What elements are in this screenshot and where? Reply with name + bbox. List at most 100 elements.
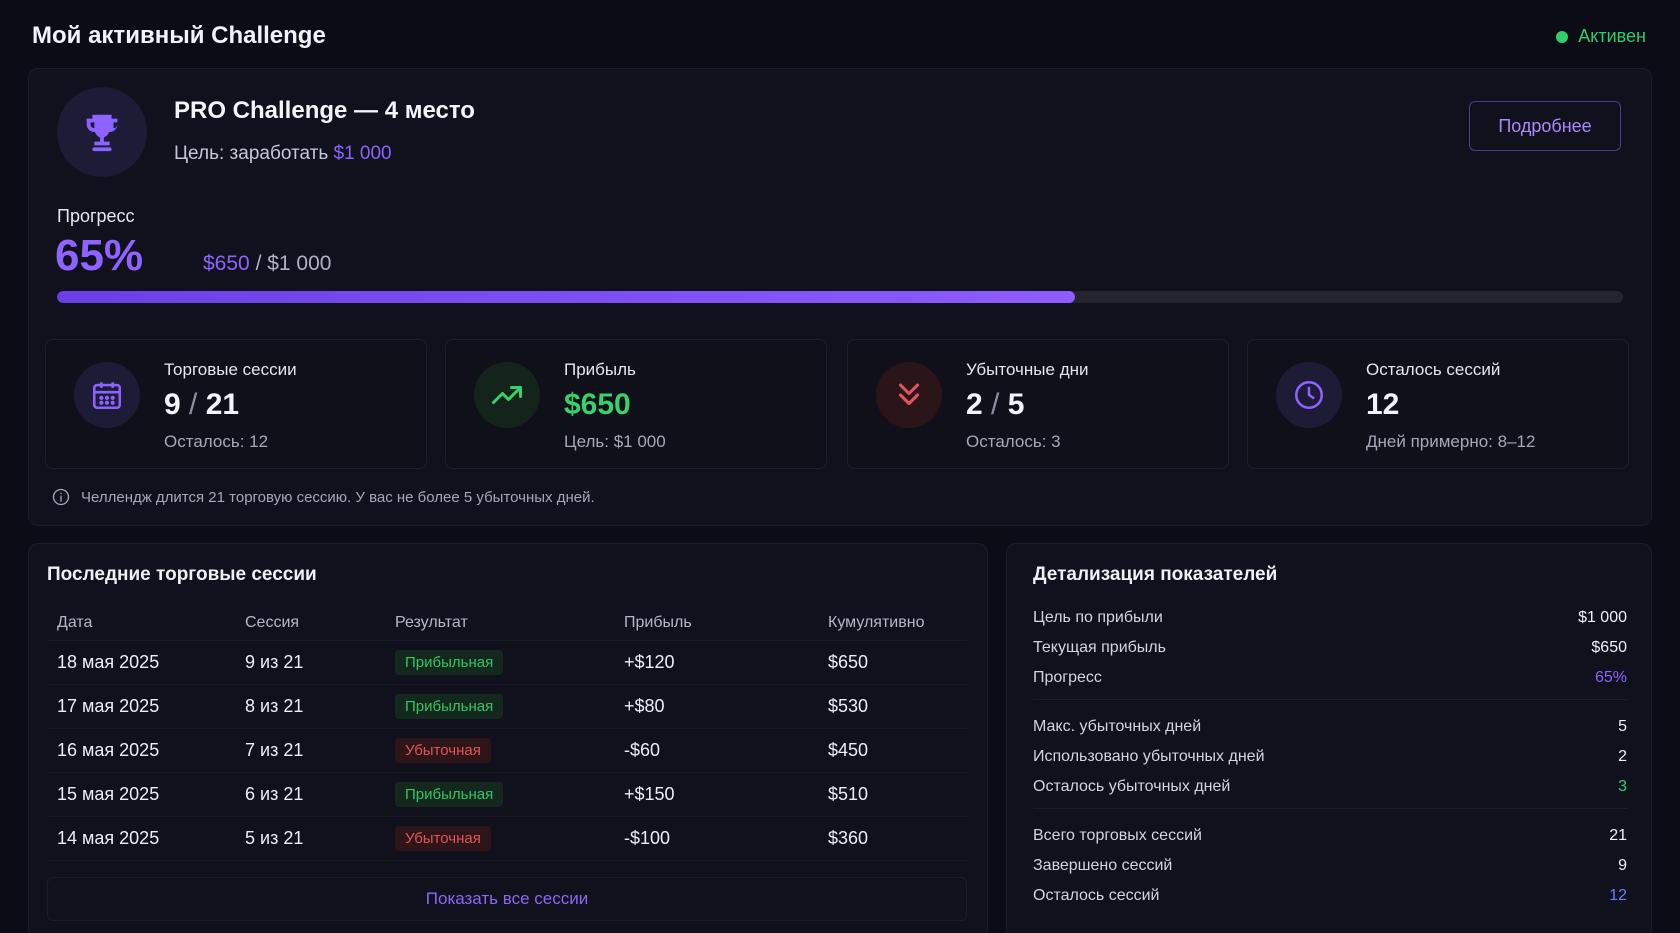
show-all-sessions-link[interactable]: Показать все сессии — [47, 877, 967, 921]
stat-value-a: 9 — [164, 388, 181, 421]
status-label: Активен — [1578, 26, 1646, 46]
stat-value-a: 2 — [966, 388, 983, 421]
table-row[interactable]: 18 мая 2025 9 из 21 Прибыльная +$120 $65… — [47, 640, 967, 685]
metric-label: Осталось убыточных дней — [1033, 778, 1231, 795]
stat-separator: / — [189, 388, 198, 421]
metric-group-profit: Цель по прибыли $1 000 Текущая прибыль $… — [1033, 603, 1627, 700]
metric-label: Осталось сессий — [1033, 887, 1160, 904]
trending-up-icon — [474, 362, 540, 428]
metric-label: Макс. убыточных дней — [1033, 718, 1202, 735]
cell-profit: -$60 — [614, 728, 818, 773]
stat-title: Торговые сессии — [164, 360, 297, 379]
recent-sessions-card: Последние торговые сессии Дата Сессия Ре… — [28, 543, 988, 933]
table-header-row: Дата Сессия Результат Прибыль Кумулятивн… — [47, 606, 967, 641]
clock-icon — [1276, 362, 1342, 428]
challenge-title: PRO Challenge — 4 место — [174, 97, 475, 124]
metric-value: 65% — [1594, 669, 1627, 686]
cell-cumulative: $360 — [818, 816, 967, 861]
metric-label: Цель по прибыли — [1033, 609, 1163, 626]
column-header: Дата — [47, 606, 235, 641]
stat-separator: / — [991, 388, 1000, 421]
info-note: Челлендж длится 21 торговую сессию. У ва… — [51, 487, 595, 507]
result-badge: Убыточная — [395, 825, 491, 851]
result-badge: Убыточная — [395, 737, 491, 763]
metric-row: Осталось сессий 12 — [1033, 881, 1627, 911]
cell-date: 14 мая 2025 — [47, 816, 235, 861]
result-badge: Прибыльная — [395, 781, 504, 807]
progress-bar-fill — [57, 291, 1075, 303]
metric-value: 5 — [1618, 718, 1627, 735]
metric-row: Всего торговых сессий 21 — [1033, 821, 1627, 851]
stat-subtitle: Осталось: 3 — [966, 432, 1061, 451]
cell-profit: +$150 — [614, 772, 818, 817]
column-header: Результат — [385, 606, 614, 641]
cell-date: 16 мая 2025 — [47, 728, 235, 773]
cell-profit: +$80 — [614, 684, 818, 729]
cell-session: 9 из 21 — [235, 640, 385, 685]
stat-title: Прибыль — [564, 360, 636, 379]
stat-value-b: 21 — [205, 388, 240, 421]
metric-group-loss-days: Макс. убыточных дней 5 Использовано убыт… — [1033, 712, 1627, 809]
stat-title: Осталось сессий — [1366, 360, 1501, 379]
metric-label: Использовано убыточных дней — [1033, 748, 1265, 765]
stat-card-sessions: Торговые сессии 9 / 21 Осталось: 12 — [45, 339, 427, 469]
goal-prefix: Цель: заработать — [174, 143, 329, 164]
progress-current: $650 — [203, 252, 250, 275]
cell-cumulative: $450 — [818, 728, 967, 773]
stat-subtitle: Дней примерно: 8–12 — [1366, 432, 1536, 451]
cell-result: Прибыльная — [385, 640, 614, 685]
cell-session: 5 из 21 — [235, 816, 385, 861]
metric-label: Завершено сессий — [1033, 857, 1173, 874]
cell-session: 8 из 21 — [235, 684, 385, 729]
table-row[interactable]: 14 мая 2025 5 из 21 Убыточная -$100 $360 — [47, 816, 967, 861]
metric-value: 3 — [1618, 778, 1627, 795]
info-text: Челлендж длится 21 торговую сессию. У ва… — [81, 488, 595, 506]
stat-subtitle: Осталось: 12 — [164, 432, 269, 451]
cell-session: 7 из 21 — [235, 728, 385, 773]
goal-amount: $1 000 — [333, 143, 392, 164]
metrics-details-card: Детализация показателей Цель по прибыли … — [1006, 543, 1652, 933]
metric-row: Прогресс 65% — [1033, 663, 1627, 693]
stat-value: 2 / 5 — [966, 388, 1024, 422]
metric-row: Цель по прибыли $1 000 — [1033, 603, 1627, 633]
cell-profit: -$100 — [614, 816, 818, 861]
cell-date: 15 мая 2025 — [47, 772, 235, 817]
metric-label: Текущая прибыль — [1033, 639, 1166, 656]
stat-subtitle: Цель: $1 000 — [564, 432, 666, 451]
cell-result: Убыточная — [385, 728, 614, 773]
calendar-icon — [74, 362, 140, 428]
cell-date: 17 мая 2025 — [47, 684, 235, 729]
metric-value: 12 — [1609, 887, 1627, 904]
column-header: Кумулятивно — [818, 606, 967, 641]
cell-result: Прибыльная — [385, 772, 614, 817]
challenge-card: PRO Challenge — 4 место Цель: заработать… — [28, 68, 1652, 526]
metric-label: Прогресс — [1033, 669, 1102, 686]
details-button[interactable]: Подробнее — [1469, 101, 1621, 151]
progress-bar — [57, 291, 1623, 303]
challenge-goal: Цель: заработать $1 000 — [174, 143, 392, 165]
progress-total: / $1 000 — [255, 252, 332, 275]
metric-value: $650 — [1591, 639, 1627, 656]
result-badge: Прибыльная — [395, 693, 504, 719]
table-row[interactable]: 15 мая 2025 6 из 21 Прибыльная +$150 $51… — [47, 772, 967, 817]
progress-percent: 65% — [55, 231, 144, 280]
cell-profit: +$120 — [614, 640, 818, 685]
stat-card-profit: Прибыль $650 Цель: $1 000 — [445, 339, 827, 469]
stat-value: 9 / 21 — [164, 388, 239, 422]
page-title: Мой активный Challenge — [32, 22, 326, 49]
stat-title: Убыточные дни — [966, 360, 1089, 379]
info-icon — [52, 488, 70, 506]
cell-result: Убыточная — [385, 816, 614, 861]
metric-row: Макс. убыточных дней 5 — [1033, 712, 1627, 742]
section-title: Последние торговые сессии — [47, 564, 317, 585]
table-row[interactable]: 16 мая 2025 7 из 21 Убыточная -$60 $450 — [47, 728, 967, 773]
cell-result: Прибыльная — [385, 684, 614, 729]
table-row[interactable]: 17 мая 2025 8 из 21 Прибыльная +$80 $530 — [47, 684, 967, 729]
cell-cumulative: $530 — [818, 684, 967, 729]
progress-label: Прогресс — [57, 206, 135, 226]
stat-value: $650 — [564, 388, 631, 421]
chevrons-down-icon — [876, 362, 942, 428]
trophy-icon — [57, 87, 147, 177]
cell-cumulative: $650 — [818, 640, 967, 685]
metric-row: Завершено сессий 9 — [1033, 851, 1627, 881]
